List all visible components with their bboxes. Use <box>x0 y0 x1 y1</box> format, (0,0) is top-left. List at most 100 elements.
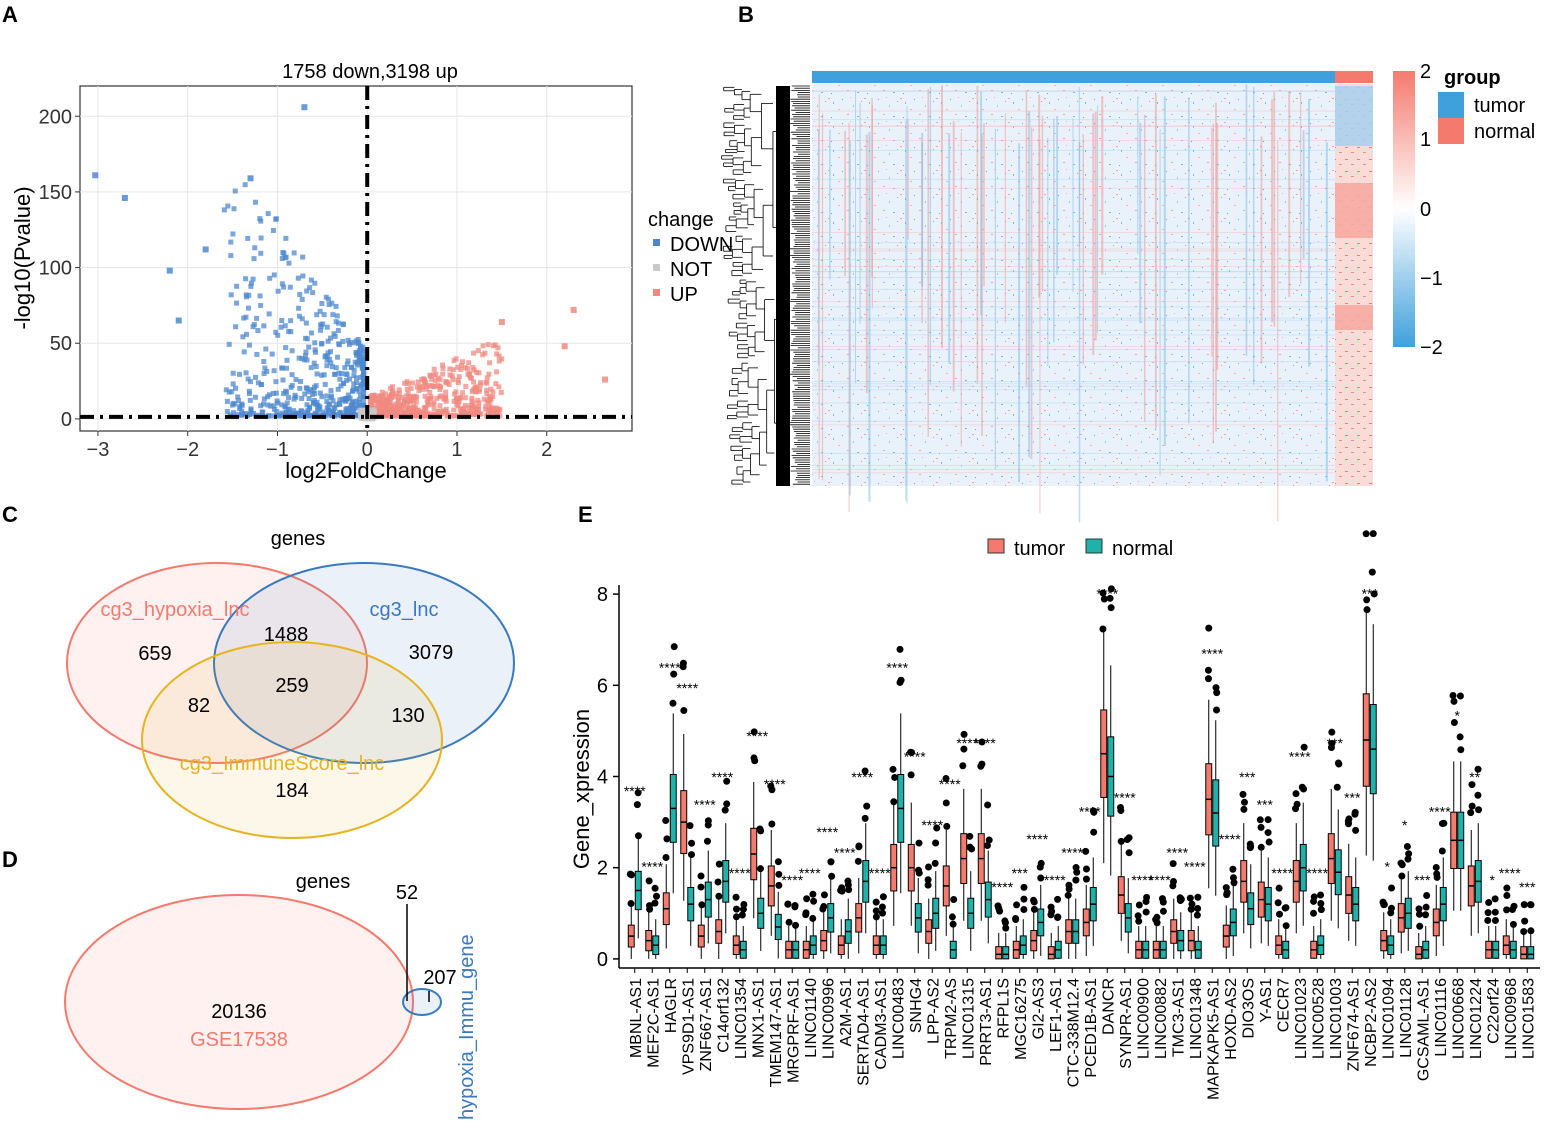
box-outlier <box>1030 905 1038 913</box>
point-down <box>352 359 358 365</box>
point-down <box>271 368 277 374</box>
point-down <box>340 338 346 344</box>
heatmap-streak-high <box>1082 134 1084 365</box>
point-down <box>314 312 320 318</box>
point-up <box>405 405 411 411</box>
heatmap-row-band <box>812 306 1335 308</box>
point-down <box>292 392 298 398</box>
point-up <box>447 366 453 372</box>
box-normal <box>1298 743 1308 926</box>
significance-label: *** <box>1519 879 1536 895</box>
box-y-label: Gene_xpression <box>569 709 594 869</box>
box-legend-label-normal: normal <box>1112 538 1173 560</box>
point-up <box>455 364 461 370</box>
point-up <box>453 356 459 362</box>
point-down <box>340 322 346 328</box>
point-down <box>341 380 347 386</box>
point-down <box>361 358 367 364</box>
point-up <box>473 407 479 413</box>
point-up <box>561 343 568 350</box>
point-up <box>388 401 394 407</box>
point-up <box>427 383 433 389</box>
point-down <box>317 404 323 410</box>
point-up <box>411 408 417 414</box>
point-down <box>303 353 309 359</box>
point-up <box>401 409 407 415</box>
point-up <box>451 413 457 419</box>
point-down <box>347 376 353 382</box>
point-down <box>329 300 335 306</box>
point-down <box>241 315 247 321</box>
box-outlier <box>1310 893 1318 901</box>
point-down <box>328 360 334 366</box>
box-outlier <box>1213 706 1221 714</box>
point-up <box>435 383 441 389</box>
box-outlier <box>896 645 904 653</box>
box-outlier <box>1333 783 1341 791</box>
box-body <box>995 946 1003 960</box>
point-down <box>262 365 268 371</box>
point-up <box>426 395 432 401</box>
box-y-tick-label: 0 <box>597 949 608 971</box>
significance-label: *** <box>1239 769 1256 785</box>
point-up <box>471 379 477 385</box>
heatmap-streak-high <box>1271 99 1274 323</box>
point-down <box>235 397 241 403</box>
box-outlier <box>872 907 880 915</box>
point-down <box>296 413 302 419</box>
point-up <box>405 391 411 397</box>
point-up <box>456 374 462 380</box>
point-down <box>344 361 350 367</box>
box-x-tick-label: LINC00968 <box>1503 978 1520 1059</box>
box-outlier <box>1169 882 1177 890</box>
point-up <box>375 406 381 412</box>
box-x-tick-label: LINC00483 <box>890 978 907 1059</box>
significance-label: **** <box>1271 865 1293 881</box>
box-outlier <box>977 762 985 770</box>
box-outlier <box>809 890 817 898</box>
point-up <box>466 360 472 366</box>
significance-label: *** <box>1414 872 1431 888</box>
legend-swatch-not <box>653 264 660 271</box>
box-outlier <box>924 876 932 884</box>
point-down <box>330 312 336 318</box>
point-down <box>273 216 279 222</box>
group-swatch-normal <box>1438 118 1464 144</box>
significance-label: **** <box>851 769 873 785</box>
box-tumor <box>1064 881 1073 959</box>
y-tick-label: 50 <box>50 333 72 355</box>
heatmap-streak-high <box>1211 127 1213 357</box>
heatmap-body-tumor <box>812 84 1335 486</box>
box-outlier <box>1362 530 1370 538</box>
point-down <box>311 399 317 405</box>
box-outlier <box>1030 896 1038 904</box>
box-x-tick-label: MAPKAPK5-AS1 <box>1205 978 1222 1100</box>
point-down <box>313 364 319 370</box>
box-outlier <box>1369 530 1377 538</box>
box-x-tick-label: LINC01140 <box>803 978 820 1058</box>
box-outlier <box>1072 876 1080 884</box>
point-down <box>324 398 330 404</box>
point-down <box>282 255 288 261</box>
significance-label: **** <box>834 845 856 861</box>
point-down <box>247 175 254 182</box>
box-tumor <box>1502 884 1511 959</box>
point-down <box>271 403 277 409</box>
box-outlier <box>670 670 678 678</box>
point-up <box>458 366 464 372</box>
point-up <box>370 398 376 404</box>
point-down <box>318 324 324 330</box>
point-down <box>254 351 260 357</box>
point-down <box>324 363 330 369</box>
box-outlier <box>1334 759 1342 767</box>
box-outlier <box>907 748 915 756</box>
point-down <box>236 371 242 377</box>
point-down <box>285 394 291 400</box>
point-down <box>283 345 289 351</box>
point-up <box>498 389 504 395</box>
point-down <box>243 276 249 282</box>
significance-label: **** <box>1499 865 1521 881</box>
box-outlier <box>1403 843 1411 851</box>
heatmap-streak-high <box>1300 91 1302 285</box>
box-outlier <box>1300 743 1308 751</box>
